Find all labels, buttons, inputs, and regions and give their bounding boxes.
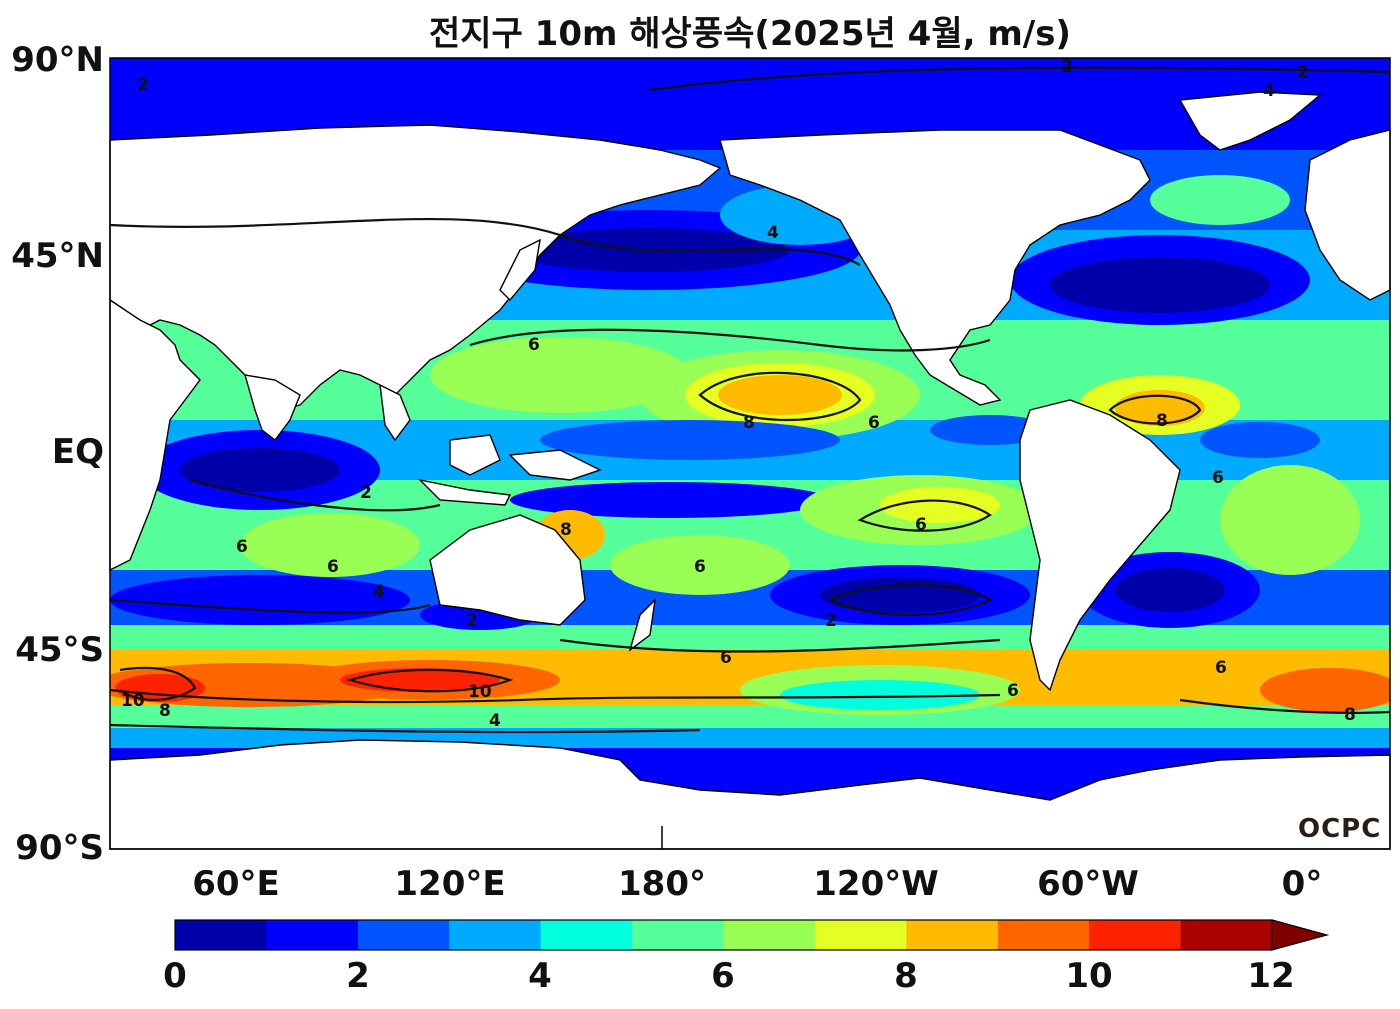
lon-label-120w: 120°W	[813, 864, 939, 904]
colorbar-tick-label: 0	[163, 956, 187, 996]
colorbar-tick-label: 12	[1247, 956, 1295, 996]
colorbar-segment	[906, 920, 999, 950]
contour-label: 4	[373, 582, 385, 602]
colorbar-tick-label: 6	[711, 956, 735, 996]
colorbar-tick-label: 4	[528, 956, 552, 996]
lat-label-90s: 90°S	[15, 828, 104, 868]
contour-label: 6	[694, 557, 706, 577]
contour-label: 8	[560, 520, 572, 540]
lon-label-120e: 120°E	[394, 864, 506, 904]
contour-label: 4	[1263, 81, 1275, 101]
lon-label-60e: 60°E	[192, 864, 280, 904]
colorbar-segment	[632, 920, 724, 950]
contour-label: 10	[121, 691, 145, 711]
contour-label: 4	[767, 223, 779, 243]
colorbar-frame	[174, 919, 1273, 951]
colorbar-segment	[1180, 920, 1273, 950]
contour-label: 4	[489, 711, 501, 731]
contour-label: 6	[528, 335, 540, 355]
wind-field	[110, 58, 1390, 849]
contour-label: 2	[1297, 63, 1309, 83]
plot-frame	[109, 57, 1391, 850]
colorbar	[174, 919, 1330, 951]
lon-label-60w: 60°W	[1037, 864, 1139, 904]
contour-label: 6	[1007, 681, 1019, 701]
colorbar-segment	[723, 920, 816, 950]
colorbar-tick-label: 10	[1065, 956, 1113, 996]
colorbar-segment	[814, 920, 907, 950]
contour-label: 8	[1344, 705, 1356, 725]
contour-label: 6	[1212, 468, 1224, 488]
contour-label: 2	[825, 611, 837, 631]
colorbar-segment	[540, 920, 633, 950]
contour-label-group: 2 2 2 4 4 6 8 8 6 2 6 6 4 8 6 6 6 2 2 6 …	[121, 57, 1356, 731]
lon-label-0: 0°	[1281, 864, 1323, 904]
contour-label: 6	[1215, 658, 1227, 678]
colorbar-segment	[175, 920, 267, 950]
contour-lines	[109, 66, 1391, 734]
colorbar-tick-label: 8	[894, 956, 918, 996]
contour-label: 2	[1061, 57, 1073, 77]
lat-label-45n: 45°N	[11, 236, 104, 276]
lon-label-180: 180°	[618, 864, 706, 904]
contour-label: 6	[915, 515, 927, 535]
ocpc-logo: OCPC	[1298, 814, 1382, 844]
contour-label: 6	[720, 648, 732, 668]
contour-label: 6	[868, 413, 880, 433]
colorbar-tick-label: 2	[346, 956, 370, 996]
lat-label-90n: 90°N	[11, 40, 104, 80]
contour-label: 6	[236, 537, 248, 557]
colorbar-extend-arrow	[1271, 919, 1330, 951]
colorbar-segment	[357, 920, 450, 950]
colorbar-segment	[266, 920, 359, 950]
contour-label: 10	[468, 682, 492, 702]
colorbar-segment	[997, 920, 1090, 950]
contour-label: 2	[466, 611, 478, 631]
colorbar-segment	[1089, 920, 1182, 950]
contour-label: 8	[1156, 411, 1168, 431]
colorbar-segment	[449, 920, 542, 950]
land-masses	[109, 91, 1391, 850]
contour-label: 2	[137, 75, 149, 95]
contour-label: 8	[743, 413, 755, 433]
contour-label: 8	[159, 701, 171, 721]
contour-label: 2	[360, 483, 372, 503]
lat-label-45s: 45°S	[15, 630, 104, 670]
map-title: 전지구 10m 해상풍속(2025년 4월, m/s)	[429, 14, 1071, 54]
contour-label: 6	[327, 557, 339, 577]
lat-label-eq: EQ	[51, 432, 104, 472]
